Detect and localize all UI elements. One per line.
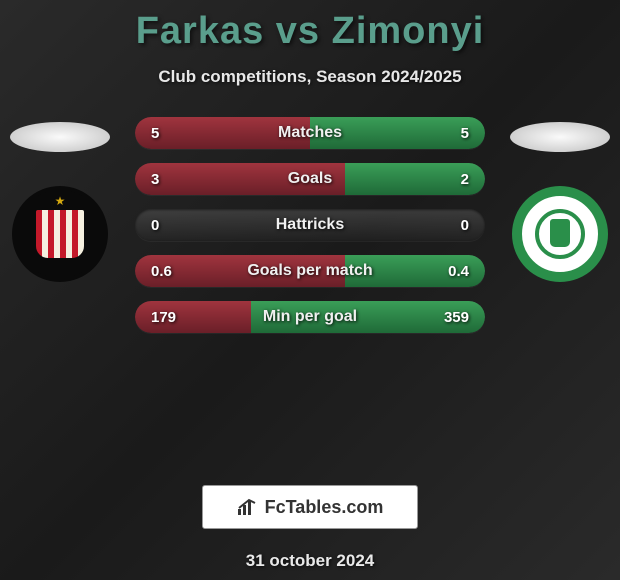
club-badge-right bbox=[512, 186, 608, 282]
avatar-placeholder-left bbox=[10, 122, 110, 152]
stats-list: 5Matches5 3Goals2 0Hattricks0 0.6Goals per … bbox=[135, 117, 485, 347]
comparison-area: 5Matches5 3Goals2 0Hattricks0 0.6Goals per … bbox=[0, 117, 620, 457]
stat-label: Goals bbox=[135, 170, 485, 188]
stat-row: 3Goals2 bbox=[135, 163, 485, 195]
club-badge-left bbox=[12, 186, 108, 282]
stat-label: Min per goal bbox=[135, 308, 485, 326]
stat-label: Matches bbox=[135, 124, 485, 142]
branding-text: FcTables.com bbox=[265, 497, 384, 518]
player-right-column bbox=[500, 117, 620, 282]
shield-icon bbox=[535, 209, 585, 259]
stat-label: Goals per match bbox=[135, 262, 485, 280]
stat-row: 179Min per goal359 bbox=[135, 301, 485, 333]
stat-value-right: 0.4 bbox=[448, 263, 469, 280]
player-left-column bbox=[0, 117, 120, 282]
stat-value-right: 0 bbox=[461, 217, 469, 234]
stat-label: Hattricks bbox=[135, 216, 485, 234]
stat-row: 0Hattricks0 bbox=[135, 209, 485, 241]
stat-value-right: 2 bbox=[461, 171, 469, 188]
chart-icon bbox=[237, 498, 259, 516]
shield-icon bbox=[34, 208, 86, 260]
stat-value-right: 5 bbox=[461, 125, 469, 142]
branding-badge: FcTables.com bbox=[202, 485, 418, 529]
page-title: Farkas vs Zimonyi bbox=[0, 0, 620, 53]
stat-value-right: 359 bbox=[444, 309, 469, 326]
subtitle: Club competitions, Season 2024/2025 bbox=[0, 67, 620, 87]
stat-row: 5Matches5 bbox=[135, 117, 485, 149]
date-label: 31 october 2024 bbox=[0, 551, 620, 571]
avatar-placeholder-right bbox=[510, 122, 610, 152]
stat-row: 0.6Goals per match0.4 bbox=[135, 255, 485, 287]
